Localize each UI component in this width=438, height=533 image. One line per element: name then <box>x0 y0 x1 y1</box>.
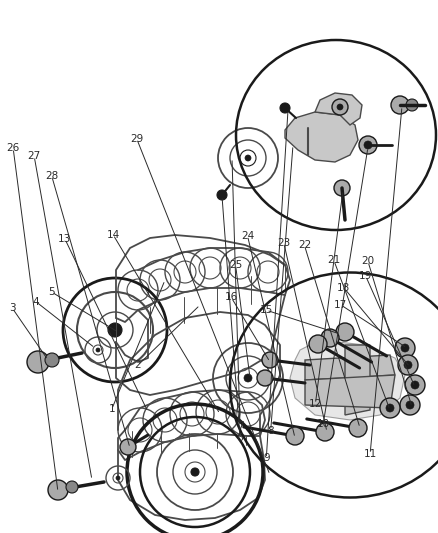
Circle shape <box>280 103 290 113</box>
Polygon shape <box>305 355 395 380</box>
Circle shape <box>108 323 122 337</box>
Circle shape <box>120 439 136 455</box>
Circle shape <box>245 155 251 161</box>
Circle shape <box>66 481 78 493</box>
Text: 27: 27 <box>28 151 41 161</box>
Circle shape <box>391 96 409 114</box>
Text: 26: 26 <box>7 143 20 153</box>
Circle shape <box>364 141 372 149</box>
Circle shape <box>404 361 412 369</box>
Text: 16: 16 <box>225 293 238 302</box>
Circle shape <box>96 348 100 352</box>
Text: 13: 13 <box>58 234 71 244</box>
Text: 3: 3 <box>9 303 16 313</box>
Circle shape <box>386 404 394 412</box>
Text: 22: 22 <box>298 240 311 250</box>
Text: 21: 21 <box>327 255 340 265</box>
Text: 6: 6 <box>237 433 244 443</box>
Circle shape <box>406 99 418 111</box>
Text: 20: 20 <box>361 256 374 266</box>
Circle shape <box>336 323 354 341</box>
Circle shape <box>217 190 227 200</box>
Circle shape <box>332 99 348 115</box>
Polygon shape <box>305 375 395 408</box>
Text: 7: 7 <box>237 422 244 431</box>
Polygon shape <box>345 345 370 415</box>
Circle shape <box>401 344 409 352</box>
Circle shape <box>191 468 199 476</box>
Circle shape <box>316 423 334 441</box>
Circle shape <box>349 419 367 437</box>
Circle shape <box>334 180 350 196</box>
Text: 29: 29 <box>130 134 143 143</box>
Circle shape <box>286 427 304 445</box>
Text: 18: 18 <box>337 283 350 293</box>
Circle shape <box>27 351 49 373</box>
Circle shape <box>400 395 420 415</box>
Text: 5: 5 <box>48 287 55 297</box>
Circle shape <box>257 370 273 386</box>
Polygon shape <box>290 340 405 420</box>
Text: 14: 14 <box>106 230 120 239</box>
Polygon shape <box>315 93 362 125</box>
Text: 8: 8 <box>267 426 274 435</box>
Circle shape <box>262 352 278 368</box>
Text: 9: 9 <box>263 454 270 463</box>
Circle shape <box>406 401 414 409</box>
Circle shape <box>411 381 419 389</box>
Text: 4: 4 <box>32 297 39 306</box>
Circle shape <box>398 355 418 375</box>
Text: 24: 24 <box>241 231 254 240</box>
Circle shape <box>380 398 400 418</box>
Text: 2: 2 <box>134 360 141 370</box>
Text: 15: 15 <box>260 305 273 315</box>
Circle shape <box>337 104 343 110</box>
Text: 17: 17 <box>334 300 347 310</box>
Circle shape <box>405 375 425 395</box>
Text: 10: 10 <box>317 419 330 429</box>
Circle shape <box>309 335 327 353</box>
Circle shape <box>321 329 339 347</box>
Circle shape <box>395 338 415 358</box>
Text: 28: 28 <box>45 171 58 181</box>
Circle shape <box>48 480 68 500</box>
Text: 12: 12 <box>309 399 322 409</box>
Text: 25: 25 <box>229 261 242 270</box>
Circle shape <box>244 374 252 382</box>
Circle shape <box>116 476 120 480</box>
Polygon shape <box>285 112 358 162</box>
Text: 1: 1 <box>108 405 115 414</box>
Circle shape <box>359 136 377 154</box>
Text: 11: 11 <box>364 449 377 459</box>
Circle shape <box>45 353 59 367</box>
Text: 23: 23 <box>277 238 290 248</box>
Text: 19: 19 <box>359 271 372 281</box>
